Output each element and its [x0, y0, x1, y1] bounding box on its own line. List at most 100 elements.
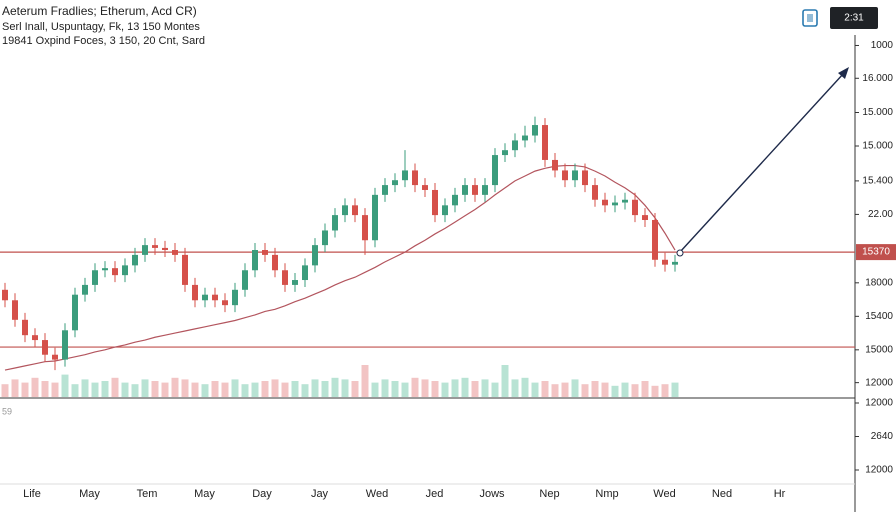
x-tick-label: Jed [426, 488, 444, 500]
x-tick-label: Hr [774, 488, 786, 500]
x-tick-label: May [79, 488, 100, 500]
x-tick-label: Ned [712, 488, 732, 500]
x-tick-label: Day [252, 488, 272, 500]
volume-bar [121, 382, 129, 397]
candle-body [402, 170, 408, 181]
volume-bar [161, 382, 169, 397]
candle-body [242, 270, 248, 290]
candle-body [662, 259, 668, 265]
volume-bar [211, 381, 219, 397]
volume-bar [461, 377, 469, 397]
volume-bar [11, 379, 19, 397]
candle-body [112, 268, 118, 276]
volume-bar [1, 384, 9, 397]
x-tick-label: May [194, 488, 215, 500]
candle-body [292, 280, 298, 285]
volume-bar [241, 384, 249, 397]
volume-bar [201, 384, 209, 397]
x-tick-label: Nep [539, 488, 559, 500]
candle-body [282, 270, 288, 285]
lower-y-tick-label: 12000 [865, 398, 893, 409]
volume-bar [31, 377, 39, 397]
toolbar-button[interactable] [830, 7, 878, 29]
candle-body [52, 354, 58, 360]
candle-body [182, 254, 188, 285]
candle-body [372, 194, 378, 241]
price-tag-label: 15370 [862, 247, 890, 258]
volume-bar [591, 381, 599, 397]
volume-bar [101, 381, 109, 397]
candle-body [642, 215, 648, 220]
lower-panel-label: 59 [2, 406, 12, 416]
volume-bar [571, 379, 579, 397]
candle-body [332, 215, 338, 231]
volume-bar [351, 381, 359, 397]
volume-bar [171, 377, 179, 397]
candle-body [162, 247, 168, 251]
moving-average [4, 164, 676, 371]
volume-bar [541, 381, 549, 397]
y-tick-label: 15400 [865, 311, 893, 322]
volume-bar [221, 382, 229, 397]
volume-bar [601, 382, 609, 397]
y-tick-label: 1000 [871, 40, 894, 51]
candle-body [572, 170, 578, 181]
volume-bar [491, 382, 499, 397]
candle-body [232, 289, 238, 306]
volume-bar [301, 384, 309, 397]
volume-bar [391, 381, 399, 397]
candle-body [472, 185, 478, 195]
candle-body [362, 215, 368, 241]
candle-body [172, 250, 178, 255]
candle-body [602, 199, 608, 206]
candle-body [612, 202, 618, 206]
candle-body [262, 250, 268, 255]
candle-body [272, 254, 278, 271]
lower-y-tick-label: 2640 [871, 431, 894, 442]
volume-bar [501, 365, 509, 397]
candle-body [392, 180, 398, 186]
candle-body [562, 170, 568, 181]
y-tick-label: 15.000 [862, 107, 893, 118]
volume-bar [191, 382, 199, 397]
candle-body [12, 300, 18, 320]
candle-body [122, 265, 128, 276]
x-tick-label: Jows [479, 488, 505, 500]
candle-body [542, 125, 548, 160]
candle-body [352, 205, 358, 216]
candle-body [342, 205, 348, 216]
toolbar-icon[interactable] [802, 9, 818, 27]
volume-bar [21, 382, 29, 397]
volume-bar [331, 377, 339, 397]
chart-title: Aeterum Fradlies; Etherum, Acd CR) [2, 4, 197, 18]
volume-bar [111, 377, 119, 397]
volume-bar [431, 381, 439, 397]
lower-y-tick-label: 12000 [865, 465, 893, 476]
volume-bar [481, 379, 489, 397]
volume-bar [71, 384, 79, 397]
candle-body [62, 330, 68, 360]
candle-body [442, 205, 448, 216]
volume-bar [611, 385, 619, 397]
volume-bar [51, 382, 59, 397]
candle-body [132, 254, 138, 266]
volume-bar [631, 384, 639, 397]
volume-bar [641, 381, 649, 397]
candle-body [522, 135, 528, 141]
volume-bar [661, 384, 669, 397]
volume-bar [621, 382, 629, 397]
volume-bar [371, 382, 379, 397]
volume-bar [341, 379, 349, 397]
volume-bar [151, 381, 159, 397]
candle-body [552, 159, 558, 171]
candle-body [482, 185, 488, 195]
candle-body [322, 230, 328, 246]
candle-body [532, 125, 538, 136]
volume-bar [291, 381, 299, 397]
volume-bar [261, 381, 269, 397]
volume-bar [421, 379, 429, 397]
y-tick-label: 15000 [865, 344, 893, 355]
x-tick-label: Tem [137, 488, 158, 500]
volume-bar [321, 381, 329, 397]
